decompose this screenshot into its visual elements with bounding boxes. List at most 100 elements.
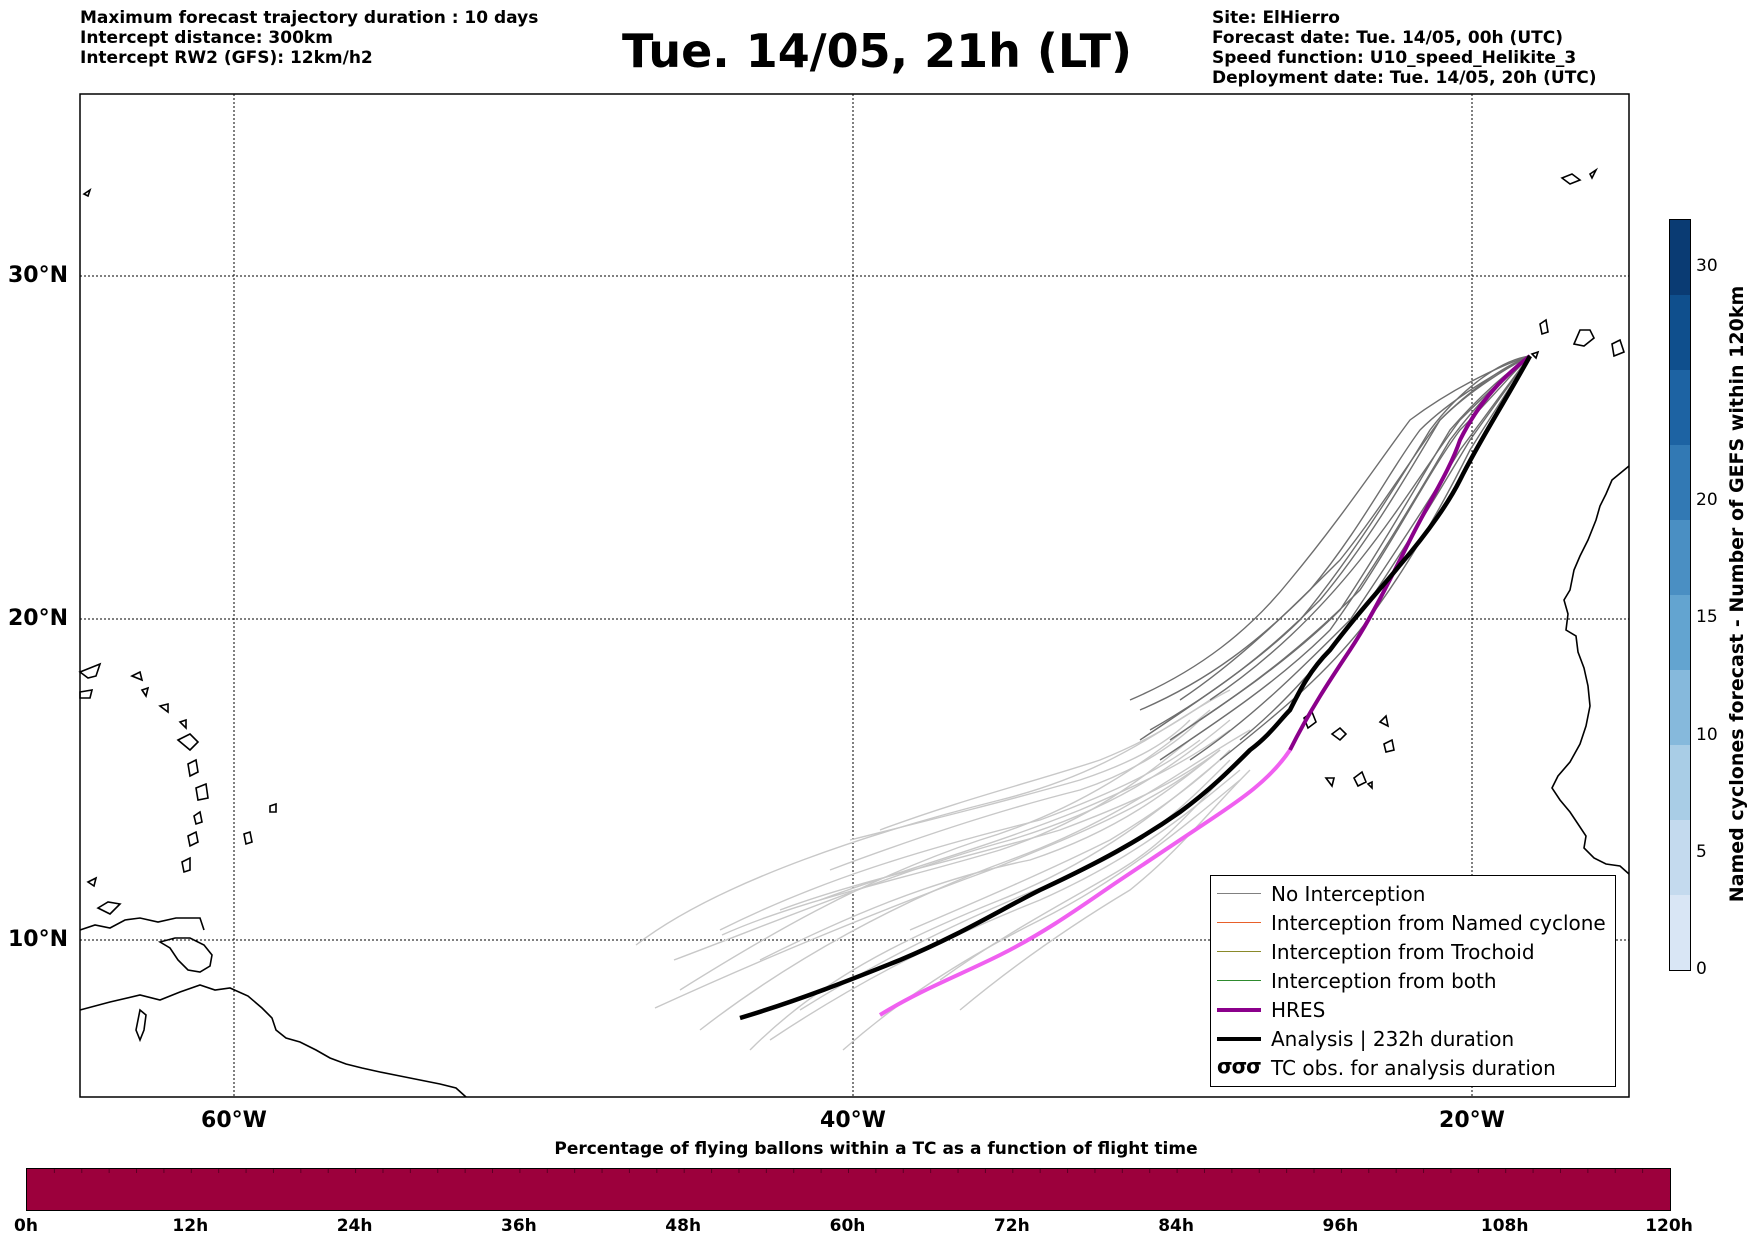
legend-item-both: Interception from both <box>1211 967 1615 996</box>
forecast-date-text: Forecast date: Tue. 14/05, 00h (UTC) <box>1212 28 1563 48</box>
ensemble-trajectory <box>1139 355 1531 711</box>
ensemble-trajectory <box>1179 355 1531 701</box>
ensemble-trajectory <box>909 749 1231 931</box>
legend-label: HRES <box>1271 998 1326 1022</box>
legend-label: No Interception <box>1271 882 1426 906</box>
ensemble-trajectory <box>769 769 1241 1041</box>
ensemble-trajectory <box>879 699 1211 831</box>
legend-item-hres: HRES <box>1211 996 1615 1025</box>
page-title: Tue. 14/05, 21h (LT) <box>622 24 1132 78</box>
cape-verde-islands <box>1303 710 1395 790</box>
legend-label: TC obs. for analysis duration <box>1271 1056 1556 1080</box>
colorbar-segment <box>1670 445 1690 520</box>
ensemble-trajectory <box>759 749 1221 961</box>
ensemble-trajectory <box>654 749 1221 1009</box>
legend-label: Analysis | 232h duration <box>1271 1027 1515 1051</box>
named-cyclones-colorbar-label: Named cyclones forecast - Number of GEFS… <box>1726 285 1748 903</box>
site-text: Site: ElHierro <box>1212 8 1340 28</box>
hres-trajectory <box>1288 354 1532 751</box>
map-frame <box>79 93 1630 1098</box>
ensemble-trajectory <box>1219 355 1531 761</box>
colorbar-segment <box>1670 670 1690 745</box>
africa-coast <box>1551 465 1630 875</box>
ensemble-trajectories-late <box>1129 355 1531 761</box>
ensemble-trajectory <box>779 749 1221 911</box>
legend-label: Interception from Trochoid <box>1271 940 1535 964</box>
flight-time-tick-label: 108h <box>1480 1216 1529 1236</box>
venezuela-coast <box>79 917 205 931</box>
flight-time-tick-label: 72h <box>993 1216 1030 1236</box>
graticule <box>80 94 1629 1097</box>
legend-swatch <box>1217 1008 1261 1012</box>
named-cyclones-tick-label: 5 <box>1696 841 1707 862</box>
legend-swatch <box>1217 1037 1261 1041</box>
colorbar-segment <box>1670 595 1690 670</box>
ensemble-trajectory <box>1129 355 1531 701</box>
legend-swatch <box>1217 980 1261 981</box>
ensemble-trajectory <box>959 769 1251 1011</box>
legend-swatch <box>1217 951 1261 952</box>
ensemble-trajectory <box>849 719 1191 841</box>
legend-item-trochoid: Interception from Trochoid <box>1211 938 1615 967</box>
ensemble-trajectory <box>1209 355 1531 701</box>
colorbar-segment <box>1670 820 1690 895</box>
ensemble-trajectory <box>721 739 1191 936</box>
lon-label-60w: 60°W <box>201 1108 267 1133</box>
flight-time-colorbar <box>26 1168 1671 1211</box>
colorbar-segment <box>1670 220 1690 295</box>
lesser-antilles <box>78 662 277 874</box>
flight-time-tick-label: 120h <box>1645 1216 1693 1236</box>
legend-item-analysis: Analysis | 232h duration <box>1211 1025 1615 1054</box>
legend-label: Interception from both <box>1271 969 1497 993</box>
lon-label-20w: 20°W <box>1439 1108 1505 1133</box>
colorbar-segment <box>1670 520 1690 595</box>
named-cyclones-tick-label: 15 <box>1696 607 1718 628</box>
legend-label: Interception from Named cyclone <box>1271 911 1606 935</box>
ensemble-trajectories-early <box>635 689 1251 1051</box>
legend-swatch <box>1217 893 1261 894</box>
flight-time-tick-label: 0h <box>14 1216 38 1236</box>
hres-trajectory-tail <box>878 748 1292 1017</box>
forecast-info: Site: ElHierro Forecast date: Tue. 14/05… <box>1212 8 1597 88</box>
colorbar-title: Percentage of flying ballons within a TC… <box>554 1139 1198 1159</box>
named-cyclones-tick-label: 0 <box>1696 959 1707 979</box>
ensemble-trajectory <box>819 729 1231 901</box>
colorbar-ticks <box>53 1169 1644 1173</box>
windward-isles <box>86 670 187 1043</box>
legend-item-named-cyclone: Interception from Named cyclone <box>1211 909 1615 938</box>
flight-time-tick-label: 24h <box>336 1216 373 1236</box>
trinidad-venezuela <box>157 937 213 973</box>
ensemble-trajectory <box>939 759 1241 981</box>
colorbar-segment <box>1670 745 1690 820</box>
flight-time-tick-label: 36h <box>501 1216 537 1236</box>
named-cyclones-colorbar <box>1669 219 1691 971</box>
flight-time-tick-label: 60h <box>829 1216 866 1236</box>
canary-islands <box>1530 318 1625 360</box>
ensemble-trajectory <box>1149 355 1531 731</box>
map-legend: No Interception Interception from Named … <box>1210 875 1616 1087</box>
azores-islets <box>82 167 1599 198</box>
named-cyclones-tick-label: 20 <box>1696 490 1718 511</box>
legend-item-no-interception: No Interception <box>1211 880 1615 909</box>
flight-time-tick-label: 48h <box>665 1216 702 1236</box>
lat-label-20n: 20°N <box>8 606 69 631</box>
colorbar-segment <box>1670 295 1690 370</box>
colorbar-segment <box>1670 895 1690 970</box>
south-america-coast <box>79 984 467 1098</box>
ensemble-trajectory <box>829 719 1201 871</box>
trajectory-settings: Maximum forecast trajectory duration : 1… <box>80 8 538 68</box>
flight-time-tick-label: 12h <box>172 1216 209 1236</box>
lat-label-30n: 30°N <box>8 263 69 288</box>
ensemble-trajectory <box>673 719 1231 961</box>
max-duration-text: Maximum forecast trajectory duration : 1… <box>80 8 539 28</box>
ensemble-trajectory <box>1199 355 1531 721</box>
flight-time-tick-label: 84h <box>1158 1216 1194 1236</box>
lon-label-40w: 40°W <box>820 1108 886 1133</box>
colorbar-segment <box>1670 370 1690 445</box>
ensemble-trajectory <box>679 709 1211 991</box>
speed-function-text: Speed function: U10_speed_Helikite_3 <box>1212 48 1577 68</box>
named-cyclones-tick-label: 10 <box>1696 724 1718 745</box>
ensemble-trajectory <box>635 689 1231 946</box>
intercept-rw2-text: Intercept RW2 (GFS): 12km/h2 <box>80 48 373 68</box>
